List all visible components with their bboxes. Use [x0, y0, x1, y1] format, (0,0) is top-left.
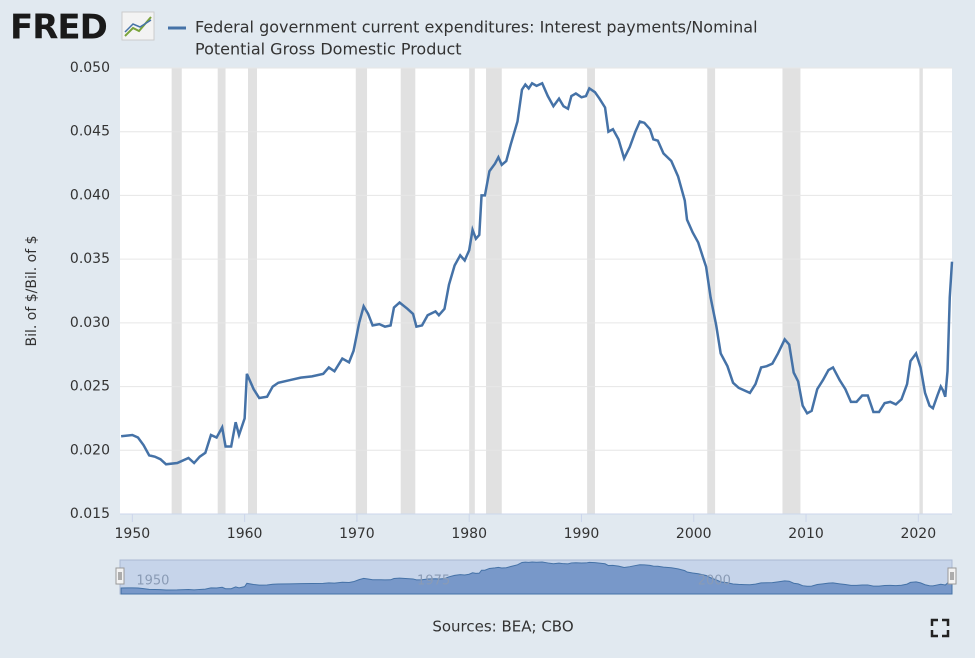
x-tick-label: 1980 — [451, 526, 487, 542]
recession-band — [782, 68, 801, 514]
recession-band — [486, 68, 502, 514]
y-tick-label: 0.030 — [70, 315, 110, 331]
x-tick-label: 2010 — [788, 526, 824, 542]
x-tick-label: 1990 — [564, 526, 600, 542]
series-line — [120, 81, 954, 466]
source: Sources: BEA; CBO — [432, 618, 573, 636]
legend-label-line2: Potential Gross Domestic Product — [195, 40, 462, 59]
x-tick-label: 1970 — [339, 526, 375, 542]
navigator-area — [120, 561, 953, 595]
y-tick-label: 0.040 — [70, 187, 110, 203]
recession-band — [707, 68, 716, 514]
y-tick-label: 0.015 — [70, 506, 110, 522]
fullscreen-icon[interactable] — [930, 618, 950, 638]
recession-band — [587, 68, 595, 514]
x-tick-label: 2020 — [900, 526, 936, 542]
x-tick-label: 1960 — [227, 526, 263, 542]
logo: FRED — [10, 8, 107, 48]
recession-band — [248, 68, 257, 514]
y-axis-label: Bil. of $/Bil. of $ — [24, 236, 40, 347]
y-tick-label: 0.025 — [70, 379, 110, 395]
x-tick-label: 1950 — [115, 526, 151, 542]
recession-band — [400, 68, 416, 514]
recession-band — [469, 68, 475, 514]
navigator-tick-label: 2000 — [698, 574, 731, 589]
legend-label-line1: Federal government current expenditures:… — [195, 18, 758, 37]
y-tick-label: 0.035 — [70, 251, 110, 267]
recession-band — [919, 68, 923, 514]
navigator-handle[interactable] — [947, 567, 957, 585]
logo-icon — [121, 11, 155, 41]
recession-band — [171, 68, 182, 514]
navigator-handle[interactable] — [115, 567, 125, 585]
navigator-tick-label: 1975 — [417, 574, 450, 589]
y-tick-label: 0.050 — [70, 60, 110, 76]
recession-band — [217, 68, 226, 514]
plot-area — [120, 68, 952, 514]
navigator-tick-label: 1950 — [136, 574, 169, 589]
recession-band — [355, 68, 368, 514]
y-tick-label: 0.045 — [70, 124, 110, 140]
y-tick-label: 0.020 — [70, 442, 110, 458]
x-tick-label: 2000 — [676, 526, 712, 542]
